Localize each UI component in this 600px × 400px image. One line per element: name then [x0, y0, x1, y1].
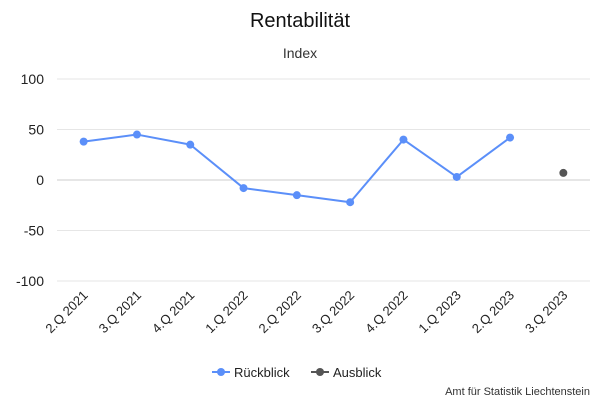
- data-point[interactable]: [559, 168, 568, 177]
- x-axis-ticks: 2.Q 2021 3.Q 2021 4.Q 2021 1.Q 2022 2.Q 2022…: [42, 288, 570, 336]
- chart-subtitle: Index: [283, 45, 317, 61]
- data-point[interactable]: [452, 172, 461, 181]
- y-tick-label: 50: [28, 122, 44, 138]
- legend-marker-rueckblick: [217, 368, 225, 376]
- y-tick-label: -100: [16, 273, 44, 289]
- y-axis-ticks: 100 50 0 -50 -100: [16, 71, 44, 289]
- credit-text[interactable]: Amt für Statistik Liechtenstein: [445, 386, 590, 398]
- data-point[interactable]: [346, 198, 355, 207]
- data-point[interactable]: [399, 135, 408, 144]
- legend-label-ausblick: Ausblick: [333, 365, 382, 380]
- data-point[interactable]: [239, 184, 248, 193]
- legend-marker-ausblick: [316, 368, 324, 376]
- x-tick-label: 4.Q 2021: [149, 288, 197, 336]
- x-tick-label: 2.Q 2021: [42, 288, 90, 336]
- chart-title: Rentabilität: [250, 10, 351, 32]
- legend-item-ausblick[interactable]: Ausblick: [311, 365, 382, 380]
- legend[interactable]: Rückblick Ausblick: [212, 365, 382, 380]
- series-layer: [79, 130, 568, 207]
- legend-item-rueckblick[interactable]: Rückblick: [212, 365, 290, 380]
- x-tick-label: 1.Q 2023: [415, 288, 463, 336]
- legend-label-rueckblick: Rückblick: [234, 365, 290, 380]
- x-tick-label: 1.Q 2022: [202, 288, 250, 336]
- data-point[interactable]: [186, 140, 195, 149]
- gridlines: [57, 78, 590, 282]
- data-point[interactable]: [506, 133, 515, 142]
- x-tick-label: 2.Q 2022: [256, 288, 304, 336]
- x-tick-label: 3.Q 2022: [309, 288, 357, 336]
- x-tick-label: 3.Q 2023: [522, 288, 570, 336]
- data-point[interactable]: [132, 130, 141, 139]
- x-tick-label: 3.Q 2021: [96, 288, 144, 336]
- data-point[interactable]: [79, 137, 88, 146]
- x-tick-label: 2.Q 2023: [469, 288, 517, 336]
- y-tick-label: -50: [24, 223, 44, 239]
- data-point[interactable]: [292, 191, 301, 200]
- y-tick-label: 100: [21, 71, 45, 87]
- x-tick-label: 4.Q 2022: [362, 288, 410, 336]
- y-tick-label: 0: [36, 172, 44, 188]
